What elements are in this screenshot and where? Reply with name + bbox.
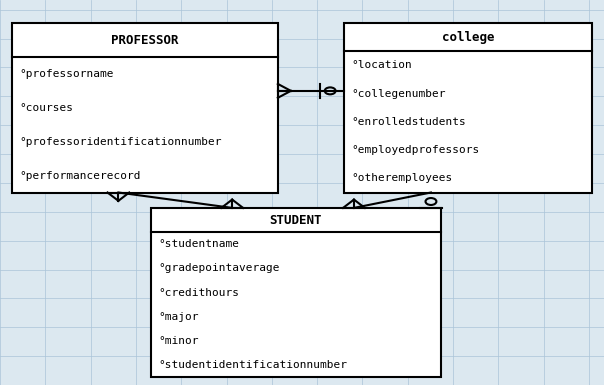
Text: °studentname: °studentname [158, 239, 239, 249]
Text: PROFESSOR: PROFESSOR [111, 33, 179, 47]
Bar [151, 208, 441, 377]
Text: °gradepointaverage: °gradepointaverage [158, 263, 280, 273]
Text: °enrolledstudents: °enrolledstudents [352, 117, 466, 127]
Text: °studentidentificationnumber: °studentidentificationnumber [158, 360, 347, 370]
Text: °credithours: °credithours [158, 288, 239, 298]
Text: °employedprofessors: °employedprofessors [352, 145, 480, 155]
Text: STUDENT: STUDENT [270, 214, 322, 226]
Text: °major: °major [158, 312, 199, 322]
Text: °courses: °courses [19, 103, 73, 113]
Text: °minor: °minor [158, 336, 199, 346]
Text: college: college [442, 31, 494, 44]
Bar [344, 23, 592, 192]
Text: °location: °location [352, 60, 413, 70]
Text: °collegenumber: °collegenumber [352, 89, 446, 99]
Bar [12, 23, 278, 192]
Text: °otheremployees: °otheremployees [352, 173, 453, 183]
Text: °professorname: °professorname [19, 69, 114, 79]
Text: °professoridentificationnumber: °professoridentificationnumber [19, 137, 222, 147]
Text: °performancerecord: °performancerecord [19, 171, 141, 181]
